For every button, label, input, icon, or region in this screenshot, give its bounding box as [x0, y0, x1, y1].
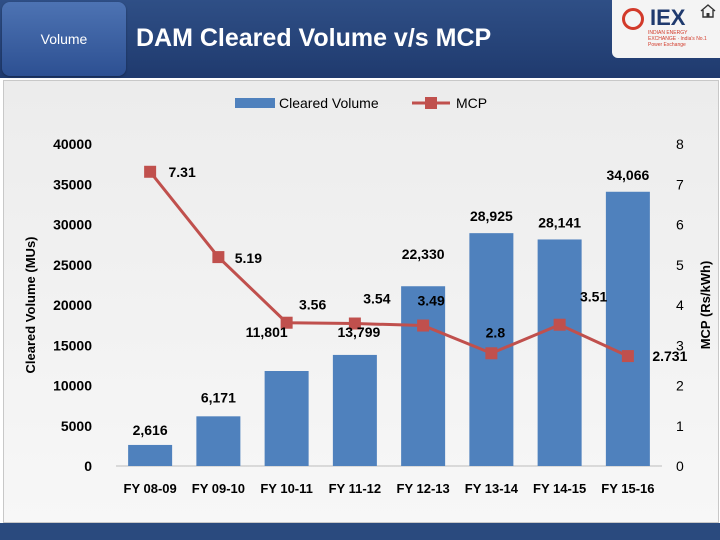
y-tick-label: 20000 [53, 297, 92, 313]
x-tick-label: FY 09-10 [192, 481, 245, 496]
bar [196, 416, 241, 466]
bar [128, 444, 173, 466]
mcp-data-label: 2.731 [652, 348, 687, 364]
bar [264, 371, 309, 466]
y-tick-label: 25000 [53, 257, 92, 273]
y2-tick-label: 5 [676, 257, 684, 273]
mcp-marker [553, 318, 566, 331]
legend-label-mcp: MCP [456, 95, 487, 111]
combo-chart: 0 5000 10000 15000 20000 25000 30000 35000 40000… [23, 95, 713, 496]
x-tick-label: FY 15-16 [601, 481, 654, 496]
bar [605, 191, 650, 466]
bar-data-label: 34,066 [606, 167, 649, 183]
bar-data-label: 11,801 [246, 324, 288, 340]
mcp-data-label: 2.8 [486, 324, 506, 340]
y-tick-label: 5000 [61, 418, 92, 434]
x-tick-label: FY 13-14 [465, 481, 519, 496]
legend-swatch-bar [235, 98, 275, 108]
bar-data-label: 22,330 [402, 246, 445, 262]
x-tick-label: FY 10-11 [260, 481, 313, 496]
bar-data-label: 2,616 [133, 422, 168, 438]
iex-logo: IEX INDIAN ENERGY EXCHANGE · India's No.… [612, 0, 720, 58]
mcp-line [148, 170, 629, 358]
header-bar: Volume DAM Cleared Volume v/s MCP IEX IN… [0, 0, 720, 78]
y-tick-label: 35000 [53, 176, 92, 192]
y2-tick-label: 7 [676, 176, 684, 192]
mcp-marker [280, 316, 293, 329]
mcp-marker [417, 319, 430, 332]
bar-data-label: 28,925 [470, 208, 513, 224]
y-axis-title: Cleared Volume (MUs) [23, 236, 38, 373]
mcp-marker [348, 317, 361, 330]
y-tick-label: 30000 [53, 217, 92, 233]
y-tick-label: 0 [84, 458, 92, 474]
mcp-data-label: 5.19 [235, 250, 262, 266]
mcp-marker [621, 350, 634, 363]
bar [537, 239, 582, 466]
legend-swatch-marker [425, 97, 437, 109]
chart-panel: 0 5000 10000 15000 20000 25000 30000 35000 40000… [3, 80, 719, 523]
y2-axis-title: MCP (Rs/kWh) [698, 261, 713, 350]
y2-tick-label: 8 [676, 136, 684, 152]
x-tick-label: FY 08-09 [124, 481, 177, 496]
logo-subtext: INDIAN ENERGY EXCHANGE · India's No.1 Po… [648, 30, 707, 48]
x-tick-label: FY 14-15 [533, 481, 586, 496]
page-title: DAM Cleared Volume v/s MCP [136, 24, 492, 52]
mcp-data-label: 3.56 [299, 297, 326, 313]
mcp-marker [144, 165, 157, 178]
mcp-marker [212, 251, 225, 264]
y2-tick-label: 6 [676, 217, 684, 233]
x-tick-label: FY 12-13 [397, 481, 450, 496]
y2-tick-label: 4 [676, 297, 684, 313]
legend-label-volume: Cleared Volume [279, 95, 379, 111]
y-tick-label: 10000 [53, 378, 92, 394]
y2-tick-label: 2 [676, 378, 684, 394]
bar [332, 354, 377, 466]
iex-logo-icon [622, 8, 644, 30]
y-tick-label: 40000 [53, 136, 92, 152]
y2-tick-label: 3 [676, 337, 684, 353]
bar-data-label: 6,171 [201, 389, 236, 405]
y2-tick-label: 0 [676, 458, 684, 474]
bar [401, 286, 446, 466]
section-tab[interactable]: Volume [2, 2, 126, 76]
bar-data-label: 13,799 [337, 324, 380, 340]
mcp-marker [485, 347, 498, 360]
footer-bar [0, 523, 720, 540]
mcp-data-label: 3.51 [580, 289, 607, 305]
section-label: Volume [40, 31, 88, 47]
x-tick-label: FY 11-12 [329, 481, 382, 496]
bar-data-label: 28,141 [538, 214, 581, 230]
mcp-data-label: 7.31 [169, 164, 196, 180]
y2-tick-label: 1 [676, 418, 684, 434]
mcp-data-label: 3.49 [418, 293, 445, 309]
y-tick-label: 15000 [53, 337, 92, 353]
mcp-data-label: 3.54 [363, 291, 390, 307]
logo-text: IEX [650, 5, 686, 30]
home-icon[interactable] [700, 4, 716, 18]
